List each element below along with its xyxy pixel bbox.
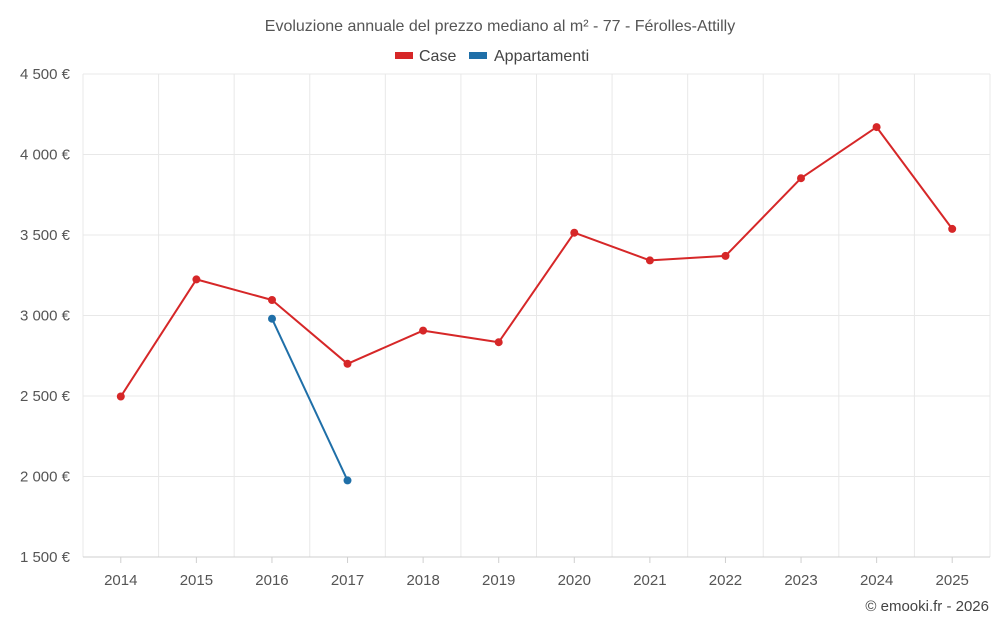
axes: 1 500 € 2 000 € 2 500 € 3 000 € 3 500 € 4 000… bbox=[20, 66, 990, 589]
data-point-appartamenti-2017[interactable]: Appartamenti 2017: 1976 bbox=[343, 476, 352, 485]
x-tick-label: 2024 bbox=[860, 572, 893, 589]
series-line-case bbox=[119, 126, 954, 398]
x-tick-label: 2017 bbox=[331, 572, 364, 589]
data-point-case-2020[interactable]: Case 2020: 3514 bbox=[570, 228, 579, 237]
x-tick-label: 2019 bbox=[482, 572, 515, 589]
x-tick-label: 2015 bbox=[180, 572, 213, 589]
data-point-case-2023[interactable]: Case 2023: 3853 bbox=[797, 174, 805, 183]
x-tick-label: 2016 bbox=[255, 572, 288, 589]
legend[interactable]: Case Appartamenti bbox=[395, 48, 589, 65]
data-point-case-2022[interactable]: Case 2022: 3370 bbox=[721, 251, 730, 260]
legend-label-case: Case bbox=[419, 48, 456, 65]
y-tick-label: 4 500 € bbox=[20, 66, 71, 83]
grid bbox=[82, 73, 991, 557]
data-point-case-2024[interactable]: Case 2024: 4170 bbox=[872, 123, 881, 132]
x-tick-label: 2014 bbox=[104, 572, 137, 589]
y-tick-label: 4 000 € bbox=[20, 147, 71, 164]
legend-swatch-appartamenti bbox=[469, 52, 487, 59]
data-point-case-2015[interactable]: Case 2015: 3224 bbox=[192, 275, 201, 284]
legend-swatch-case bbox=[395, 52, 413, 59]
x-tick-label: 2018 bbox=[406, 572, 439, 589]
x-tick-label: 2025 bbox=[936, 572, 969, 589]
data-point-case-2018[interactable]: Case 2018: 2906 bbox=[419, 326, 428, 335]
chart-title: Evoluzione annuale del prezzo mediano al… bbox=[265, 18, 735, 35]
y-tick-label: 2 000 € bbox=[20, 469, 71, 486]
x-tick-label: 2023 bbox=[784, 572, 817, 589]
series: Case 2014: 2497 Case 2015: 3224 Case 2016:… bbox=[116, 123, 957, 485]
credit-text: © emooki.fr - 2026 bbox=[865, 598, 989, 615]
legend-item-case[interactable]: Case bbox=[395, 48, 456, 65]
data-point-case-2016[interactable]: Case 2016: 3096 bbox=[268, 296, 276, 304]
data-point-case-2025[interactable]: Case 2025: 3538 bbox=[948, 224, 957, 233]
data-point-case-2021[interactable]: Case 2021: 3342 bbox=[645, 256, 654, 265]
data-point-case-2019[interactable]: Case 2019: 2834 bbox=[494, 338, 503, 347]
data-point-appartamenti-2016[interactable]: Appartamenti 2016: 2980 bbox=[268, 314, 276, 323]
data-point-case-2017[interactable]: Case 2017: 2700 bbox=[343, 359, 352, 368]
legend-label-appartamenti: Appartamenti bbox=[494, 48, 589, 65]
x-tick-label: 2022 bbox=[709, 572, 742, 589]
legend-item-appartamenti[interactable]: Appartamenti bbox=[469, 48, 589, 65]
y-tick-label: 1 500 € bbox=[20, 549, 71, 566]
y-tick-label: 3 500 € bbox=[20, 227, 71, 244]
y-tick-label: 3 000 € bbox=[20, 308, 71, 325]
x-tick-label: 2021 bbox=[633, 572, 666, 589]
x-tick-label: 2020 bbox=[558, 572, 591, 589]
y-tick-label: 2 500 € bbox=[20, 388, 71, 405]
data-point-case-2014[interactable]: Case 2014: 2497 bbox=[116, 392, 125, 401]
series-line-appartamenti bbox=[271, 318, 349, 481]
